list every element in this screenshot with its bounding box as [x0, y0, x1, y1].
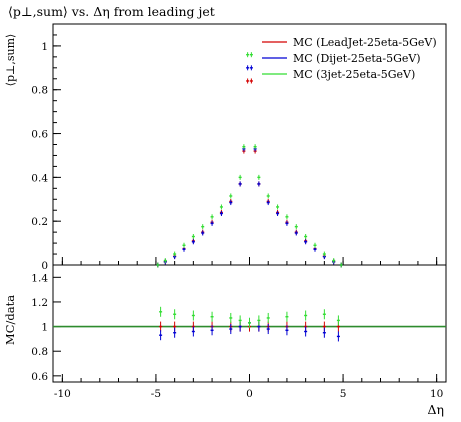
main-y-tick-label: 0.8 [31, 85, 48, 97]
legend-label: MC (LeadJet-25eta-5GeV) [293, 36, 437, 49]
legend: MC (LeadJet-25eta-5GeV) MC (Dijet-25eta-5… [262, 36, 437, 81]
x-tick-label: 10 [430, 388, 443, 400]
x-axis-label: Δη [427, 402, 444, 417]
main-plot-area: 0 0.2 0.4 0.6 0.8 1 [31, 34, 438, 272]
x-tick-label: -5 [151, 388, 161, 400]
main-y-axis-label: ⟨p⊥,sum⟩ [4, 34, 17, 87]
main-y-tick-label: 0.6 [31, 129, 48, 141]
ratio-y-axis-label: MC/data [3, 295, 17, 345]
legend-label: MC (3jet-25eta-5GeV) [293, 68, 415, 81]
ratio-y-tick-label: 1.2 [31, 297, 48, 309]
main-y-tick-label: 1 [41, 41, 48, 53]
ratio-y-tick-label: 1 [41, 322, 48, 334]
ratio-y-tick-label: 0.8 [31, 346, 48, 358]
main-y-tick-label: 0.2 [31, 216, 48, 228]
chart-title: ⟨p⊥,sum⟩ vs. Δη from leading jet [8, 4, 215, 19]
ratio-y-tick-label: 0.6 [31, 371, 48, 383]
ratio-y-tick-label: 1.4 [31, 272, 48, 284]
x-tick-label: 0 [246, 388, 253, 400]
legend-label: MC (Dijet-25eta-5GeV) [293, 52, 421, 65]
main-y-tick-label: 0 [41, 260, 48, 272]
main-y-tick-label: 0.4 [31, 172, 48, 184]
x-tick-label: 5 [340, 388, 347, 400]
ratio-plot-area: 0.6 0.8 1 1.2 1.4 -10 -5 0 5 10 [31, 272, 446, 400]
x-tick-label: -10 [54, 388, 71, 400]
